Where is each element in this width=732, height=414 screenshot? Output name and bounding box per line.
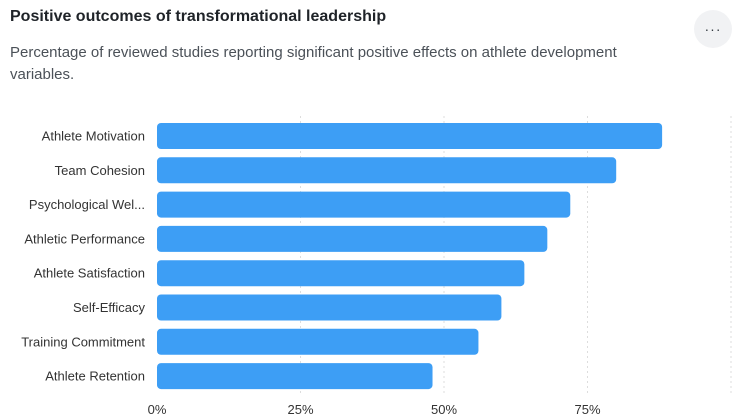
category-label: Athlete Motivation bbox=[42, 129, 145, 144]
bar[interactable] bbox=[157, 157, 617, 184]
bar[interactable] bbox=[157, 294, 502, 321]
category-label: Psychological Wel... bbox=[29, 197, 145, 212]
x-tick-label: 50% bbox=[431, 402, 457, 414]
category-label: Athlete Retention bbox=[45, 369, 145, 384]
x-tick-label: 25% bbox=[287, 402, 313, 414]
category-label: Athletic Performance bbox=[24, 231, 145, 246]
more-options-button[interactable]: ··· bbox=[694, 10, 732, 48]
chart-title: Positive outcomes of transformational le… bbox=[10, 8, 387, 25]
category-label: Team Cohesion bbox=[55, 163, 145, 178]
ellipsis-icon: ··· bbox=[704, 21, 722, 37]
x-tick-label: 75% bbox=[574, 402, 600, 414]
bar[interactable] bbox=[157, 260, 525, 287]
bar[interactable] bbox=[157, 328, 479, 355]
category-label: Self-Efficacy bbox=[73, 300, 146, 315]
bar[interactable] bbox=[157, 363, 433, 390]
bar[interactable] bbox=[157, 123, 663, 149]
category-label: Athlete Satisfaction bbox=[34, 266, 145, 281]
x-tick-label: 0% bbox=[148, 402, 167, 414]
bar[interactable] bbox=[157, 225, 548, 252]
chart-subtitle: Percentage of reviewed studies reporting… bbox=[10, 44, 617, 83]
bar[interactable] bbox=[157, 191, 571, 218]
category-label: Training Commitment bbox=[21, 334, 145, 349]
